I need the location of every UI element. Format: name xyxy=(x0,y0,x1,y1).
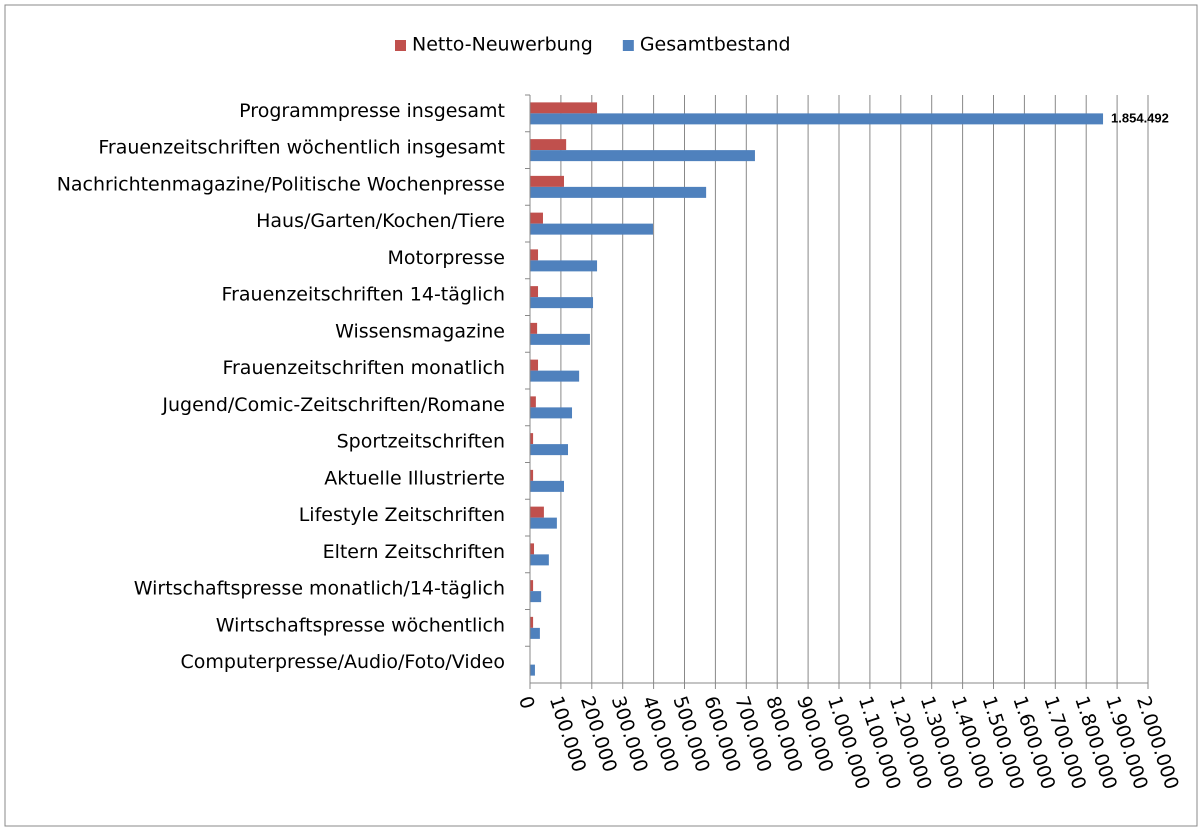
bar xyxy=(530,665,535,676)
y-tick-label: Computerpresse/Audio/Foto/Video xyxy=(181,651,505,673)
bar xyxy=(530,176,564,187)
bar xyxy=(530,297,593,308)
y-tick-label: Wirtschaftspresse monatlich/14-täglich xyxy=(134,578,505,600)
y-tick-label: Haus/Garten/Kochen/Tiere xyxy=(256,210,505,232)
bar xyxy=(530,334,590,345)
y-tick-label: Frauenzeitschriften monatlich xyxy=(222,357,505,379)
y-tick-label: Jugend/Comic-Zeitschriften/Romane xyxy=(161,394,505,416)
bar xyxy=(530,396,536,407)
bar xyxy=(530,371,579,382)
y-tick-label: Wissensmagazine xyxy=(335,320,505,342)
y-tick-label: Frauenzeitschriften wöchentlich insgesam… xyxy=(98,137,505,159)
bar xyxy=(530,224,653,235)
legend-label: Gesamtbestand xyxy=(640,34,791,56)
bar xyxy=(530,628,540,639)
bar xyxy=(530,139,566,150)
bar xyxy=(530,323,537,334)
y-tick-label: Aktuelle Illustrierte xyxy=(324,467,505,489)
bar xyxy=(530,407,572,418)
bar xyxy=(530,481,564,492)
bar xyxy=(530,444,568,455)
bar xyxy=(530,554,549,565)
y-tick-label: Motorpresse xyxy=(387,247,505,269)
y-tick-label: Sportzeitschriften xyxy=(337,431,505,453)
data-label: 1.854.492 xyxy=(1111,110,1169,125)
bar xyxy=(530,102,597,113)
legend-swatch xyxy=(395,40,406,51)
y-tick-label: Programmpresse insgesamt xyxy=(239,100,505,122)
bar xyxy=(530,150,755,161)
bar xyxy=(530,518,557,529)
y-tick-label: Nachrichtenmagazine/Politische Wochenpre… xyxy=(57,173,505,195)
y-tick-label: Eltern Zeitschriften xyxy=(323,541,505,563)
bar xyxy=(530,543,534,554)
bar xyxy=(530,507,544,518)
bar xyxy=(530,360,538,371)
y-tick-label: Wirtschaftspresse wöchentlich xyxy=(216,614,505,636)
bar xyxy=(530,591,541,602)
bar xyxy=(530,260,597,271)
bar xyxy=(530,286,538,297)
bar xyxy=(530,213,543,224)
bar xyxy=(530,187,706,198)
bar xyxy=(530,249,538,260)
legend-label: Netto-Neuwerbung xyxy=(412,34,593,56)
y-tick-label: Frauenzeitschriften 14-täglich xyxy=(222,284,505,306)
y-tick-label: Lifestyle Zeitschriften xyxy=(299,504,505,526)
legend-swatch xyxy=(623,40,634,51)
bar xyxy=(530,113,1103,124)
